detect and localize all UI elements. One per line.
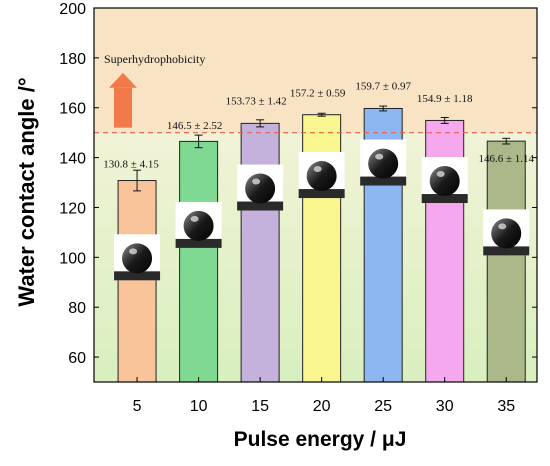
- error-bar-25: [379, 105, 388, 112]
- droplet-shape: [429, 166, 460, 197]
- error-bar-30: [440, 117, 449, 124]
- droplet-substrate: [175, 238, 222, 248]
- y-tick-label: 80: [68, 300, 86, 317]
- droplet-image-35: [483, 209, 530, 256]
- droplet-highlight: [436, 171, 445, 178]
- error-bar-20: [317, 112, 326, 117]
- x-tick-label-35: 35: [497, 398, 515, 415]
- bar-35: [486, 140, 526, 383]
- droplet-highlight: [313, 166, 322, 173]
- data-label-35: 146.6 ± 1.14: [478, 153, 534, 165]
- y-tick-label: 200: [59, 1, 86, 18]
- droplet-highlight: [375, 153, 384, 160]
- plot-frame: [93, 7, 538, 383]
- data-label-10: 146.5 ± 2.52: [167, 120, 223, 132]
- data-label-25: 159.7 ± 0.97: [355, 81, 411, 93]
- y-tick-label: 140: [59, 151, 86, 168]
- x-tick-label-30: 30: [436, 398, 454, 415]
- y-tick-label: 60: [68, 350, 86, 367]
- data-label-30: 154.9 ± 1.18: [417, 93, 473, 105]
- x-tick-label-20: 20: [313, 398, 331, 415]
- x-tick-label-25: 25: [374, 398, 392, 415]
- x-tick-label-10: 10: [190, 398, 208, 415]
- droplet-substrate: [237, 201, 284, 211]
- arrow-shaft: [114, 87, 132, 128]
- y-tick-label: 160: [59, 101, 86, 118]
- droplet-image-30: [421, 157, 468, 204]
- error-bar-5: [133, 169, 142, 192]
- y-tick-label: 180: [59, 51, 86, 68]
- bar-10: [179, 140, 219, 383]
- droplet-image-20: [298, 152, 345, 199]
- droplet-substrate: [298, 189, 345, 199]
- error-bar-15: [256, 119, 265, 128]
- data-label-15: 153.73 ± 1.42: [226, 95, 287, 107]
- superhydrophobic-region: [94, 8, 537, 133]
- y-tick-label: 120: [59, 200, 86, 217]
- x-tick-label-5: 5: [133, 398, 142, 415]
- up-arrow-icon: [109, 72, 137, 128]
- droplet-image-5: [114, 234, 161, 281]
- bar-5: [117, 180, 157, 383]
- droplet-substrate: [360, 176, 407, 186]
- y-axis-title: Water contact angle /°: [14, 77, 39, 306]
- droplet-highlight: [498, 223, 507, 230]
- droplet-shape: [245, 173, 276, 204]
- droplet-highlight: [129, 248, 138, 255]
- x-axis-title: Pulse energy / μJ: [234, 428, 407, 451]
- droplet-highlight: [252, 178, 261, 185]
- droplet-shape: [306, 161, 337, 192]
- droplet-shape: [491, 218, 522, 249]
- droplet-shape: [368, 148, 399, 179]
- arrow-head: [109, 72, 137, 88]
- droplet-image-25: [360, 139, 407, 186]
- error-bar-10: [194, 134, 203, 149]
- droplet-substrate: [421, 194, 468, 204]
- droplet-highlight: [190, 215, 199, 222]
- droplet-shape: [122, 243, 153, 274]
- data-label-5: 130.8 ± 4.15: [103, 159, 159, 171]
- y-tick-label: 100: [59, 250, 86, 267]
- bar-15: [240, 122, 280, 383]
- threshold-label: Superhydrophobicity: [104, 52, 205, 66]
- x-tick-label-15: 15: [251, 398, 269, 415]
- error-bar-35: [502, 137, 511, 145]
- droplet-image-10: [175, 201, 222, 248]
- droplet-image-15: [237, 164, 284, 211]
- data-label-20: 157.2 ± 0.59: [290, 88, 346, 100]
- droplet-shape: [183, 210, 214, 241]
- droplet-substrate: [114, 271, 161, 281]
- droplet-substrate: [483, 246, 530, 256]
